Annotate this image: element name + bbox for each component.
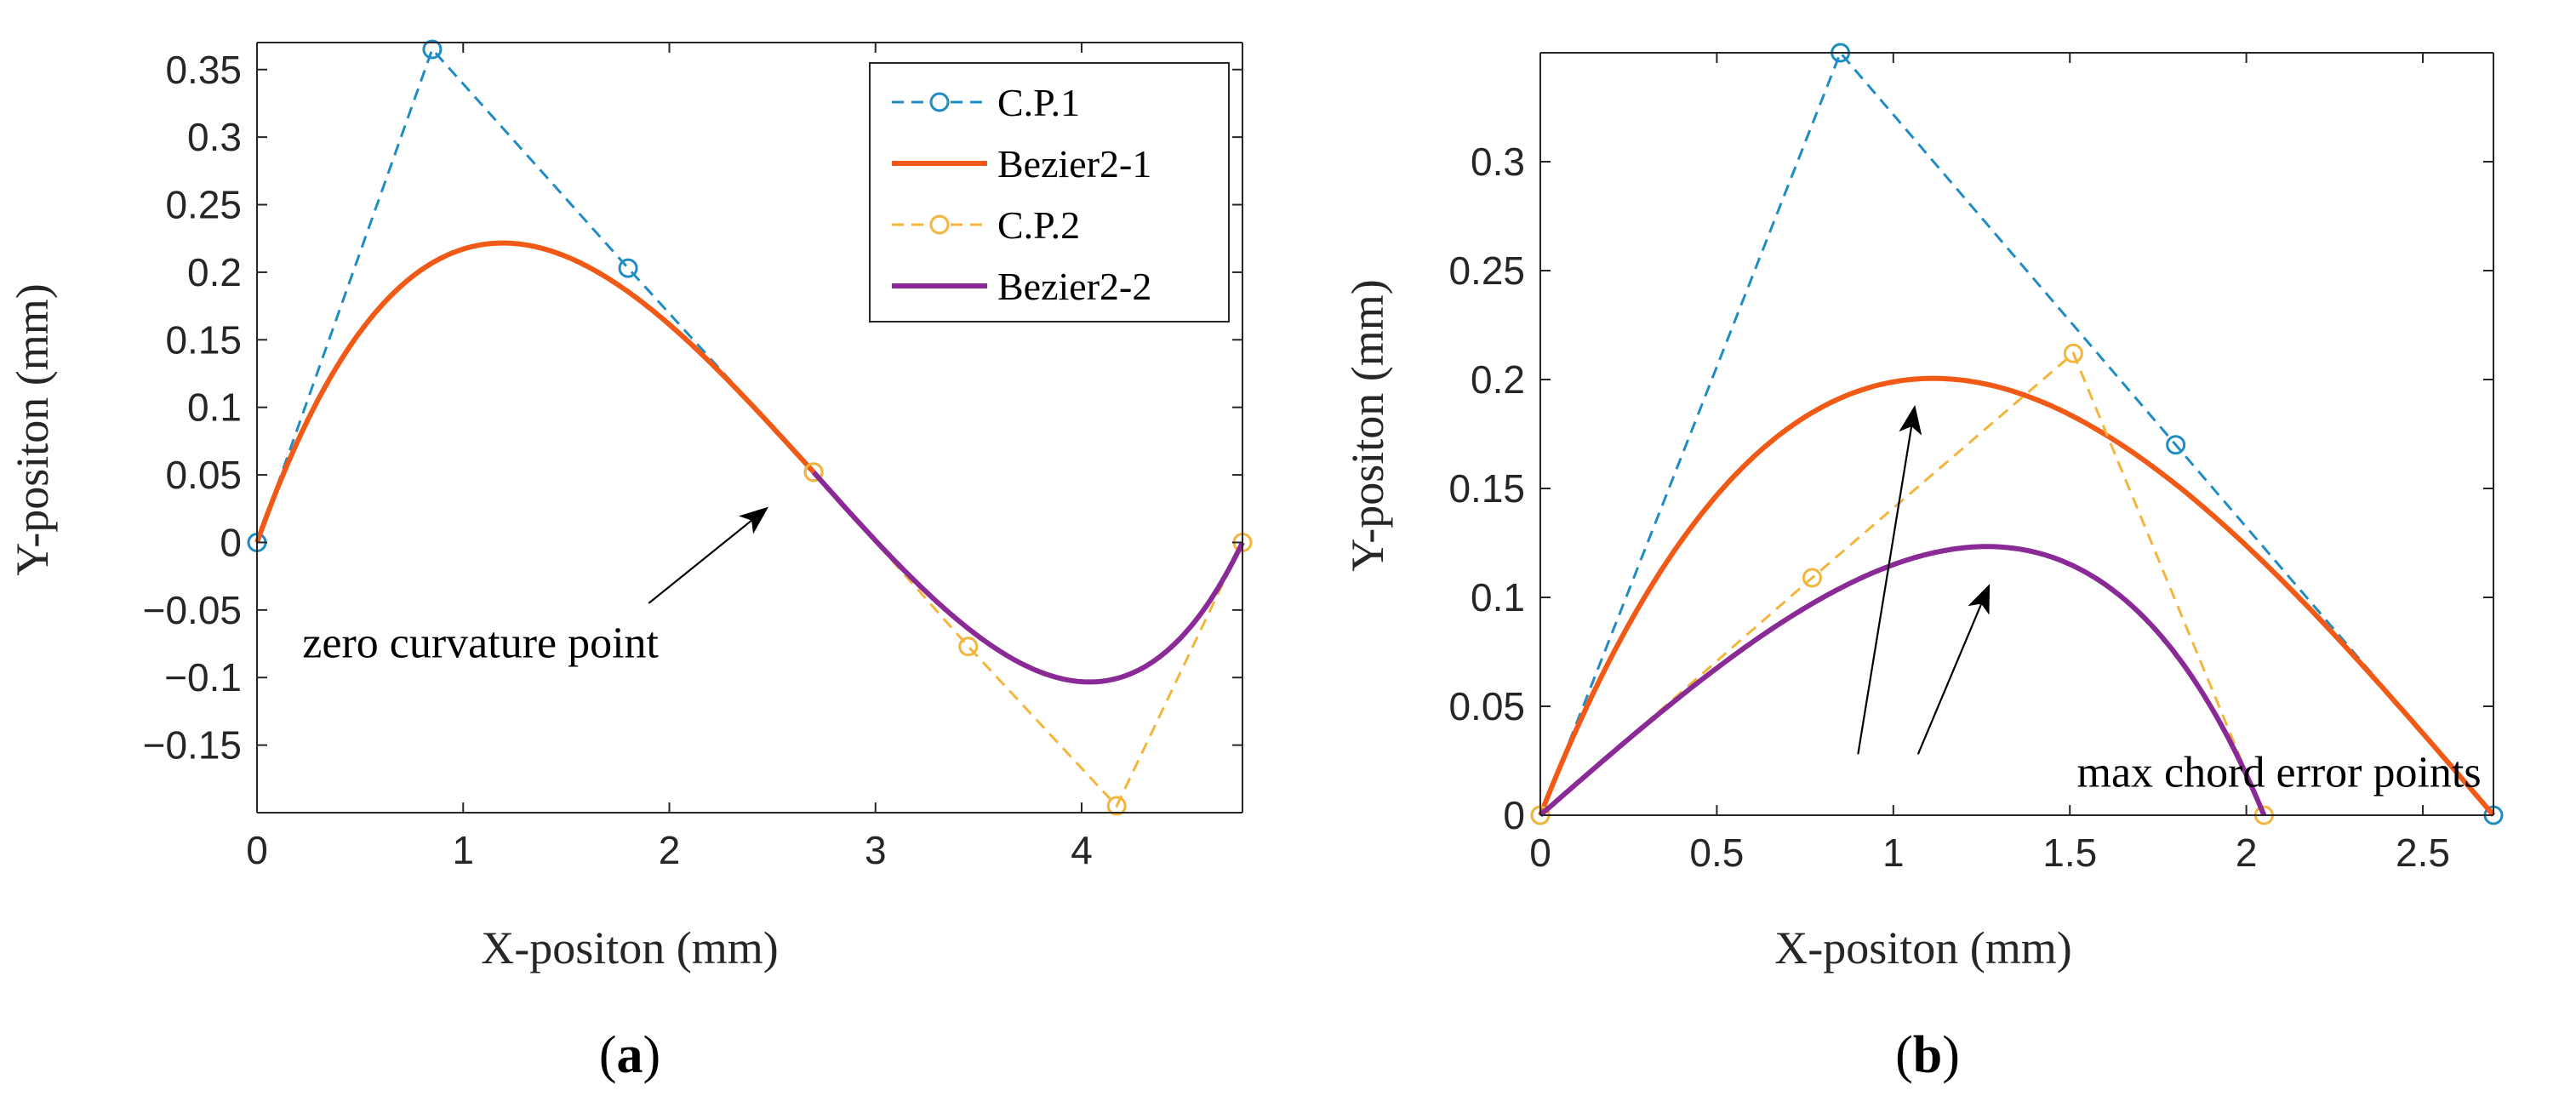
legend-label: C.P.2 [997,203,1080,247]
control-point-c-p-1-1 [422,39,443,60]
y-tick-label: 0.1 [1471,575,1525,619]
annotation-arrow-0-0 [648,506,769,604]
y-tick-label: 0.35 [165,48,242,92]
axes-b [1539,52,2494,816]
panel-label-a: (a) [599,1026,660,1084]
tick-labels-a: 0 1 2 3 4 −0.15 −0.1 −0.05 0 0.05 0.1 0.15 0.2 0.25 0.… [143,48,1093,872]
tick-labels-b: 0 0.5 1 1.5 2 2.5 0 0.05 0.1 0.15 0.2 0.25 0.3 [1448,140,2450,875]
legend-swatch-marker [929,92,950,112]
control-point-c-p-2-1 [958,637,979,657]
curve-bezier2-1 [254,240,816,544]
y-tick-label: 0.2 [1471,357,1525,402]
y-tick-label: 0 [1503,793,1525,837]
x-tick-label: 2 [659,828,681,872]
y-tick-label: 0.15 [165,317,242,362]
legend-entries: C.P.1 Bezier2-1 C.P.2 Bezier2-2 [892,81,1151,308]
legend: C.P.1 Bezier2-1 C.P.2 Bezier2-2 [869,62,1230,323]
legend-label: Bezier2-2 [997,265,1151,308]
annotation-arrow-0-1 [1916,584,1991,755]
x-tick-label: 1.5 [2042,831,2097,875]
y-tick-label: 0 [220,520,242,564]
y-axis-label-a: Y-positon (mm) [7,283,58,576]
control-point-c-p-1-2 [2166,435,2186,455]
panel-label-b-letter: b [1913,1026,1942,1084]
control-point-c-p-2-1 [1802,568,1822,588]
x-tick-label: 0 [246,828,268,872]
x-axis-label-b: X-positon (mm) [1774,922,2071,973]
legend-label: Bezier2-1 [997,142,1151,186]
y-tick-label: 0.3 [187,115,242,159]
y-tick-label: 0.25 [1448,248,1525,293]
x-tick-label: 4 [1071,828,1093,872]
x-tick-label: 2.5 [2396,831,2450,875]
annotation-layer-b: max chord error points [1857,404,2482,797]
legend-swatch-marker [929,214,950,235]
curve-bezier2-2 [811,470,1245,685]
annotation-text-0: max chord error points [2077,749,2482,797]
x-tick-label: 1 [452,828,474,872]
y-tick-label: −0.15 [143,723,242,768]
curve-bezier2-1 [1538,375,2496,817]
y-tick-label: 0.2 [187,250,242,294]
annotation-arrow-0-0 [1857,404,1922,755]
axes-a [256,42,1243,814]
control-point-c-p-2-2 [2063,343,2083,363]
legend-box [869,62,1230,323]
y-tick-label: 0.25 [165,183,242,227]
x-tick-label: 3 [865,828,887,872]
chart-b: max chord error points 0 0.5 1 1.5 2 2.5 0 0.05… [1342,43,2504,1084]
legend-label: C.P.1 [997,81,1080,124]
y-tick-label: −0.1 [164,655,242,699]
annotation-layer-a: zero curvature point [302,506,769,667]
series-line-c-p-2 [812,471,1244,808]
y-tick-label: 0.15 [1448,466,1525,511]
x-tick-label: 1 [1882,831,1905,875]
y-tick-label: 0.05 [165,453,242,497]
y-axis-label-b: Y-positon (mm) [1342,279,1393,572]
y-tick-label: 0.3 [1471,140,1525,184]
x-axis-label-a: X-positon (mm) [481,922,778,973]
y-tick-label: 0.05 [1448,684,1525,728]
series-layer-b [1530,43,2504,825]
x-tick-label: 0.5 [1689,831,1744,875]
x-tick-label: 0 [1529,831,1551,875]
series-line-c-p-1 [1539,50,2495,816]
curve-bezier2-2 [1539,544,2267,818]
control-point-c-p-2-2 [1106,796,1127,816]
control-point-c-p-1-2 [618,258,638,278]
x-tick-label: 2 [2236,831,2258,875]
series-line-c-p-2 [1539,351,2265,817]
control-point-c-p-2-0 [803,462,824,482]
panel-label-b: (b) [1895,1026,1960,1084]
panel-label-a-letter: a [617,1026,643,1084]
y-tick-label: −0.05 [143,588,242,632]
y-tick-label: 0.1 [187,385,242,430]
chart-a: zero curvature point 0 1 2 3 4 −0.15 −0.1 −0.05… [7,39,1253,1084]
annotation-text-0: zero curvature point [302,619,659,667]
series-line-c-p-1 [255,47,815,544]
